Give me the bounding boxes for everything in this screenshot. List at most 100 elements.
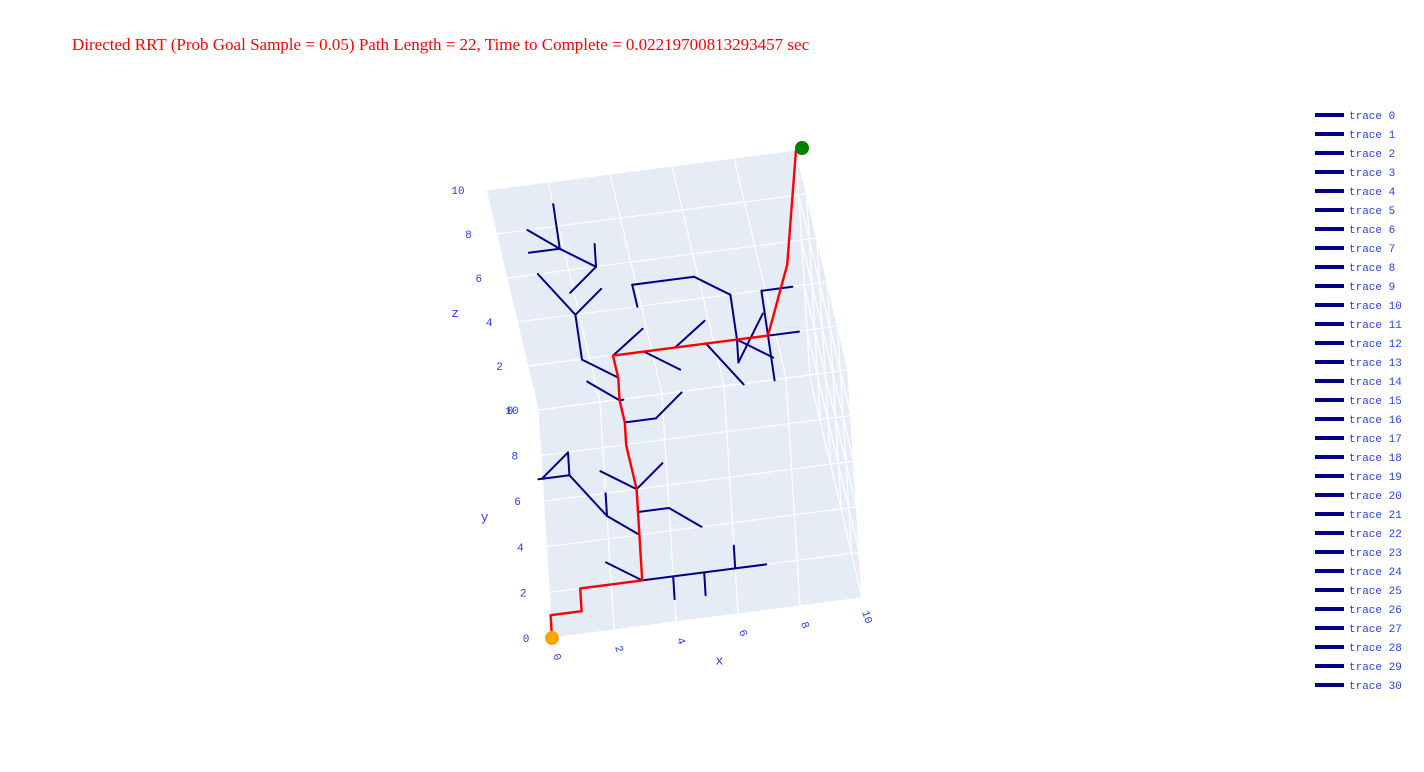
tree-edge <box>705 342 745 386</box>
tree-edge <box>703 571 707 597</box>
legend-entry: trace 17 <box>1349 434 1402 446</box>
legend-entry: trace 25 <box>1349 586 1402 598</box>
legend-entry: trace 8 <box>1349 263 1395 275</box>
side-gridline <box>803 286 857 507</box>
tree-edge <box>526 229 561 250</box>
tree-edge <box>703 567 737 574</box>
floor-gridline <box>785 377 801 607</box>
side-gridline <box>805 193 821 423</box>
legend-entry: trace 7 <box>1349 244 1395 256</box>
legend-entry: trace 3 <box>1349 168 1395 180</box>
back-gridline <box>733 157 787 379</box>
goal-point <box>795 141 809 155</box>
floor-gridline <box>847 369 863 599</box>
legend-entry: trace 24 <box>1349 567 1402 579</box>
legend-entry: trace 1 <box>1349 130 1396 142</box>
floor-gridline <box>543 460 854 502</box>
tree-edge <box>631 279 665 286</box>
legend-entry: trace 23 <box>1349 548 1402 560</box>
tree-edge <box>606 515 641 536</box>
legend-entry: trace 6 <box>1349 225 1395 237</box>
tree-edge <box>623 417 657 424</box>
back-gridline <box>506 237 817 279</box>
tree-edge <box>760 285 794 292</box>
tree-edge <box>734 563 768 570</box>
tree-edge <box>581 358 620 379</box>
side-gridline <box>795 149 811 379</box>
y-tick-label: 2 <box>520 588 527 600</box>
tree-edge <box>674 319 706 349</box>
x-tick-label: 0 <box>549 652 562 662</box>
tree-edge <box>541 451 569 480</box>
floor-gridline <box>551 597 863 639</box>
legend-entry: trace 22 <box>1349 529 1402 541</box>
z-tick-label: 4 <box>486 318 493 330</box>
side-gridline <box>795 149 849 371</box>
start-point <box>545 631 559 645</box>
tree-edge <box>637 507 670 513</box>
tree-edge <box>586 380 621 402</box>
side-gridline <box>798 195 852 416</box>
legend-entry: trace 9 <box>1349 282 1395 294</box>
tree-edge <box>662 275 696 282</box>
y-tick-label: 0 <box>523 634 530 646</box>
tree-edge <box>537 474 571 481</box>
z-tick-label: 0 <box>507 406 514 418</box>
tree-edge <box>654 391 683 420</box>
back-gridline <box>671 165 725 387</box>
tree-edge <box>569 265 597 294</box>
tree-edge <box>668 507 703 528</box>
tree-edge <box>641 575 675 582</box>
floor-gridline <box>537 369 849 411</box>
z-tick-label: 10 <box>451 186 464 198</box>
back-gridline <box>485 149 797 191</box>
floor-gridline <box>537 409 553 639</box>
tree-edge <box>672 575 676 601</box>
legend-entry: trace 18 <box>1349 453 1402 465</box>
tree-edge <box>736 338 775 359</box>
tree-edge <box>732 544 737 570</box>
legend-entry: trace 0 <box>1349 111 1395 123</box>
z-tick-label: 8 <box>465 230 472 242</box>
y-tick-label: 8 <box>511 452 518 464</box>
legend-entry: trace 29 <box>1349 662 1402 674</box>
floor-gridline <box>540 415 851 457</box>
tree-edge <box>767 330 800 337</box>
z-tick-label: 6 <box>475 274 482 286</box>
tree-edge <box>604 492 608 517</box>
tree-edge <box>558 247 597 268</box>
tree-edge <box>729 293 738 341</box>
y-tick-label: 6 <box>514 497 521 509</box>
tree-edge <box>605 561 644 582</box>
legend-entry: trace 28 <box>1349 643 1402 655</box>
side-gridline <box>801 241 855 462</box>
tree-edge <box>635 462 664 491</box>
y-tick-label: 10 <box>505 406 518 418</box>
tree-edge <box>574 313 583 361</box>
tree-edge <box>760 289 769 337</box>
z-axis-title: z <box>451 306 459 321</box>
legend-entry: trace 21 <box>1349 510 1402 522</box>
chart-title: Directed RRT (Prob Goal Sample = 0.05) P… <box>72 35 810 54</box>
x-tick-label: 4 <box>673 636 687 646</box>
side-gridline <box>816 237 832 467</box>
legend-entry: trace 26 <box>1349 605 1402 617</box>
tree-edge <box>568 474 608 517</box>
tree-edge <box>767 334 776 382</box>
tree-edge <box>574 287 603 316</box>
legend-entry: trace 30 <box>1349 681 1402 693</box>
x-tick-label: 10 <box>858 609 873 625</box>
side-gridline <box>837 325 853 555</box>
side-plane <box>796 150 862 598</box>
legend-entry: trace 10 <box>1349 301 1402 313</box>
legend-entry: trace 13 <box>1349 358 1402 370</box>
side-gridline <box>826 281 842 511</box>
back-gridline <box>485 189 539 411</box>
legend-entry: trace 20 <box>1349 491 1402 503</box>
x-axis-title: x <box>715 653 723 668</box>
legend-entry: trace 5 <box>1349 206 1395 218</box>
tree-edge <box>527 247 561 254</box>
legend[interactable]: trace 0 trace 1 trace 2 trace 3 trace 4 trace… <box>1315 111 1402 693</box>
